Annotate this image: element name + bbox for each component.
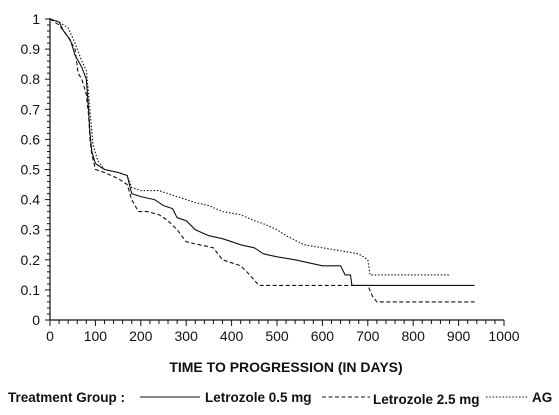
series-layer [49, 18, 475, 303]
axes: 0 0.1 0.2 0.3 0.4 0.5 0.6 0.7 0.8 0.9 1 0 100 200 300 4… [21, 11, 520, 344]
series-line-1 [49, 18, 475, 286]
x-tick-label: 700 [356, 328, 380, 344]
y-tick-label: 0 [32, 312, 40, 328]
y-tick-label: 0.2 [21, 252, 41, 268]
x-tick-label: 100 [84, 328, 108, 344]
x-tick-label: 200 [129, 328, 153, 344]
x-tick-label: 900 [447, 328, 471, 344]
legend: Treatment Group : Letrozole 0.5 mg Letroz… [8, 390, 552, 407]
x-tick-label: 500 [265, 328, 289, 344]
x-tick-label: 800 [402, 328, 426, 344]
x-axis-label: TIME TO PROGRESSION (IN DAYS) [169, 359, 402, 375]
y-tick-label: 0.7 [21, 101, 41, 117]
y-tick-label: 0.3 [21, 222, 41, 238]
legend-label-3: AG [532, 390, 552, 405]
y-tick-label: 0.9 [21, 41, 41, 57]
series-line-2 [49, 18, 475, 303]
legend-title: Treatment Group : [8, 390, 125, 405]
y-tick-label: 0.5 [21, 162, 41, 178]
y-tick-label: 0.6 [21, 131, 41, 147]
x-tick-label: 600 [311, 328, 335, 344]
legend-label-2: Letrozole 2.5 mg [373, 392, 480, 407]
x-tick-label: 1000 [488, 328, 519, 344]
x-tick-label: 300 [175, 328, 199, 344]
y-tick-label: 0.4 [21, 192, 41, 208]
y-tick-label: 0.1 [21, 282, 41, 298]
legend-label-1: Letrozole 0.5 mg [205, 390, 312, 405]
x-tick-label: 0 [46, 328, 54, 344]
y-tick-label: 0.8 [21, 71, 41, 87]
y-tick-label: 1 [32, 11, 40, 27]
series-line-3 [49, 18, 450, 276]
x-tick-label: 400 [220, 328, 244, 344]
